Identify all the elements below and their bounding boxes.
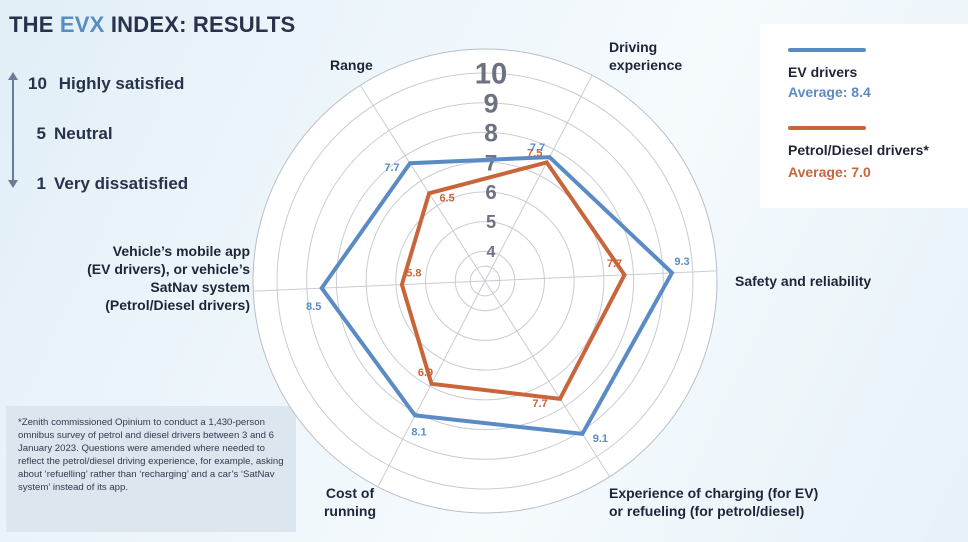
axis-spoke — [484, 74, 593, 282]
footnote: *Zenith commissioned Opinium to conduct … — [6, 406, 296, 532]
legend-petrol-line — [788, 126, 866, 130]
grid-ring — [335, 131, 635, 431]
data-label-petrol: 5.8 — [406, 268, 421, 280]
axis-label-line: Range — [330, 57, 373, 73]
ring-tick-label: 9 — [483, 88, 498, 118]
data-label-petrol: 6.9 — [418, 367, 433, 379]
axis-label-line: Safety and reliability — [735, 273, 872, 289]
axis-label-line: (EV drivers), or vehicle’s — [87, 261, 250, 277]
ring-tick-label: 8 — [484, 120, 498, 147]
data-label-ev: 8.5 — [306, 301, 321, 313]
data-label-petrol: 7.5 — [527, 147, 542, 159]
title-accent: EVX — [59, 12, 105, 37]
axis-label-line: Vehicle’s mobile app — [112, 243, 250, 259]
axis-label-line: SatNav system — [150, 279, 250, 295]
axis-label: Driving experience — [609, 38, 729, 74]
data-label-petrol: 7.7 — [607, 258, 622, 270]
chart-legend: EV drivers Average: 8.4 Petrol/Diesel dr… — [760, 24, 968, 208]
data-label-ev: 9.1 — [593, 433, 608, 445]
data-label-petrol: 6.5 — [439, 192, 454, 204]
data-label-ev: 7.7 — [530, 142, 545, 154]
axis-label-line: running — [323, 503, 377, 519]
ring-tick-label: 6 — [485, 182, 496, 204]
data-label-ev: 9.3 — [674, 256, 689, 268]
ring-tick-label: 5 — [486, 212, 496, 232]
ring-tick-label: 4 — [487, 244, 496, 261]
axis-label: Vehicle’s mobile app (EV drivers), or veh… — [40, 242, 250, 314]
series-petrol-line — [399, 160, 627, 401]
axis-label: Safety and reliability — [735, 272, 935, 290]
axis-label-line: experience — [609, 57, 683, 73]
series-ev-line — [319, 155, 675, 437]
scale-row-low: 1 Very dissatisfied — [36, 174, 189, 193]
grid-ring — [454, 250, 516, 312]
axis-label-line: (Petrol/Diesel drivers) — [105, 297, 250, 313]
grid-ring — [425, 221, 545, 341]
axis-spoke — [484, 280, 611, 477]
axis-label-line: Cost of — [325, 485, 375, 501]
page-title: THE EVX INDEX: RESULTS — [9, 12, 296, 37]
grid-ring — [365, 161, 605, 401]
grid-ring — [276, 72, 694, 490]
axis-label-line: Driving — [609, 39, 658, 55]
ring-tick-label: 7 — [485, 150, 498, 175]
grid-ring — [306, 102, 664, 460]
axis-label: Range — [330, 56, 410, 74]
data-label-ev: 7.7 — [384, 162, 399, 174]
legend-petrol-average: Average: 7.0 — [788, 164, 871, 180]
scale-row-neutral: 5 Neutral — [36, 124, 113, 143]
data-label-petrol: 7.7 — [532, 398, 547, 410]
axis-label: Cost of running — [314, 484, 386, 520]
scale-row-high: 10 Highly satisfied — [28, 74, 185, 93]
grid-ring — [469, 265, 501, 297]
legend-ev-name: EV drivers — [788, 64, 858, 80]
axis-spoke — [359, 85, 486, 282]
legend-ev-line — [788, 48, 866, 52]
axis-label-line: Experience of charging (for EV) — [609, 485, 819, 501]
axis-label: Experience of charging (for EV) or refuel… — [609, 484, 889, 520]
legend-ev-average: Average: 8.4 — [788, 84, 871, 100]
data-label-ev: 8.1 — [411, 426, 426, 438]
axis-spoke — [253, 280, 486, 292]
grid-ring — [395, 191, 575, 371]
scale-arrow-icon — [8, 72, 18, 188]
axis-label-line: or refueling (for petrol/diesel) — [609, 503, 805, 519]
axis-spoke — [484, 270, 717, 282]
ring-tick-label: 10 — [475, 59, 507, 91]
rating-scale: 10 Highly satisfied 5 Neutral 1 Very dissa… — [8, 70, 248, 200]
legend-petrol-name: Petrol/Diesel drivers* — [788, 142, 929, 158]
